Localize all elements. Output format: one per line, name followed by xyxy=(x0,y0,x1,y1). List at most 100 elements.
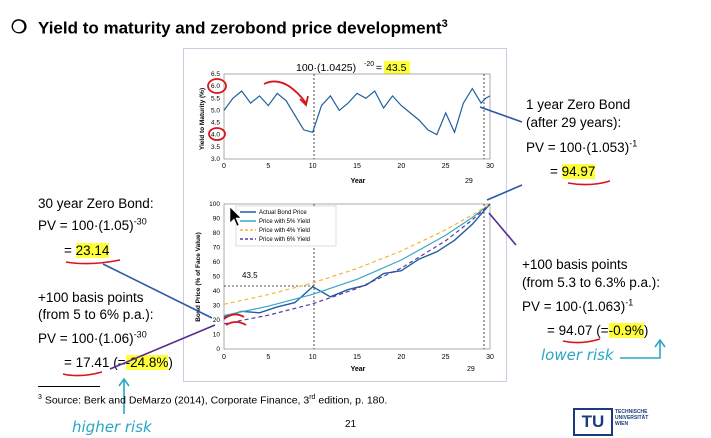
right2-result-open: (= xyxy=(592,323,609,338)
underline-94-07 xyxy=(562,338,601,344)
chart-figure: 100·(1.0425) -20 = 43.5 Yield to Maturit… xyxy=(183,48,507,382)
logo-line-3: WIEN xyxy=(615,421,629,427)
hand-higher-risk: higher risk xyxy=(72,418,152,436)
left2-result-value: 17.41 xyxy=(75,355,110,370)
footnote-sup: rd xyxy=(309,394,316,401)
logo-line-2: UNIVERSITÄT xyxy=(615,415,649,421)
bottom-ytick-8: 80 xyxy=(213,230,221,237)
top-ytick-0: 3.0 xyxy=(211,156,220,163)
bottom-xlabel: Year xyxy=(351,366,366,373)
right2-line2: (from 5.3 to 6.3% p.a.): xyxy=(522,275,661,290)
top-xlabel: Year xyxy=(351,178,366,185)
price-series-3 xyxy=(223,203,491,325)
bottom-ytick-4: 40 xyxy=(213,288,221,295)
price-series-2 xyxy=(223,203,491,305)
tu-logo: TU xyxy=(573,408,613,436)
top-formula-value: 43.5 xyxy=(386,62,407,74)
left2-formula-base: PV = 100·(1.06) xyxy=(38,331,134,346)
left1-result: = 23.14 xyxy=(64,243,110,259)
bottom-ytick-6: 60 xyxy=(213,259,221,266)
bottom-ytick-10: 100 xyxy=(209,201,220,208)
footnote-text: Source: Berk and DeMarzo (2014), Corpora… xyxy=(41,394,310,407)
right1-line1: 1 year Zero Bond xyxy=(526,97,631,112)
left2-result-close: ) xyxy=(168,355,173,370)
top-formula-highlight xyxy=(384,61,410,74)
right1-formula-base: PV = 100·(1.053) xyxy=(526,140,630,155)
left2-result-open: (= xyxy=(109,355,126,370)
bottom-annotation-43-5: 43.5 xyxy=(242,271,258,280)
right1-formula: PV = 100·(1.053)-1 xyxy=(526,139,637,156)
top-plot-frame xyxy=(223,73,491,160)
left2-result-eq: = xyxy=(64,355,76,370)
bottom-ytick-0: 0 xyxy=(216,346,220,353)
top-xtick-2: 10 xyxy=(309,163,317,170)
footnote-number: 3 xyxy=(38,394,42,401)
price-series-0 xyxy=(223,203,491,318)
left2-formula: PV = 100·(1.06)-30 xyxy=(38,329,147,347)
left1-result-value: 23.14 xyxy=(75,243,110,258)
bottom-xtick-6: 30 xyxy=(486,354,494,361)
bottom-ytick-1: 10 xyxy=(213,332,221,339)
top-xtick-6: 30 xyxy=(486,163,494,170)
top-ytick-7: 6.5 xyxy=(211,71,220,78)
bottom-xtick-1: 5 xyxy=(266,354,270,361)
legend-6pct: Price with 6% Yield xyxy=(259,237,310,243)
footnote-rule xyxy=(38,386,100,387)
right1-line2: (after 29 years): xyxy=(526,115,622,130)
bottom-plot-frame xyxy=(223,203,491,350)
yield-chart: 100·(1.0425) -20 = 43.5 Yield to Maturit… xyxy=(199,61,494,185)
hand-lower-risk: lower risk xyxy=(541,346,614,364)
title-text: Yield to maturity and zerobond price dev… xyxy=(38,18,442,38)
top-formula-exp: -20 xyxy=(364,61,374,68)
legend-5pct: Price with 5% Yield xyxy=(259,219,310,225)
left1-formula-base: PV = 100·(1.05) xyxy=(38,218,134,233)
top-marker-label: 29 xyxy=(465,178,473,185)
left1-title: 30 year Zero Bond: xyxy=(38,196,154,211)
right1-result-eq: = xyxy=(550,164,562,179)
top-xtick-0: 0 xyxy=(222,163,226,170)
bottom-ytick-2: 20 xyxy=(213,317,221,324)
right2-result: = 94.07 (=-0.9%) xyxy=(547,323,648,339)
top-xtick-4: 20 xyxy=(397,163,405,170)
legend-4pct: Price with 4% Yield xyxy=(259,228,310,234)
chart-svg: 100·(1.0425) -20 = 43.5 Yield to Maturit… xyxy=(195,61,494,373)
logo-line-1: TECHNISCHE xyxy=(615,409,648,415)
left2-formula-exp: -30 xyxy=(133,329,147,340)
bullet-icon: ❍ xyxy=(11,17,28,37)
right2-formula: PV = 100·(1.063)-1 xyxy=(522,297,634,315)
top-ylabel: Yield to Maturity (%) xyxy=(199,88,206,150)
top-ytick-6: 6.0 xyxy=(211,83,220,90)
bottom-xtick-0: 0 xyxy=(222,354,226,361)
footnote: 3 Source: Berk and DeMarzo (2014), Corpo… xyxy=(38,394,387,407)
right2-formula-base: PV = 100·(1.063) xyxy=(522,299,626,314)
right2-result-close: ) xyxy=(643,323,649,338)
right1-result: = 94.97 xyxy=(550,164,596,180)
bottom-xtick-3: 15 xyxy=(353,354,361,361)
bottom-ytick-5: 50 xyxy=(213,274,221,281)
top-xtick-1: 5 xyxy=(266,163,270,170)
top-formula-base: 100·(1.0425) xyxy=(296,62,356,74)
legend-actual: Actual Bond Price xyxy=(259,210,307,216)
right2-result-eq: = xyxy=(547,323,559,338)
price-chart: Bond Price (% of Face Value) Year 0 10 20 3… xyxy=(195,201,494,373)
page-number: 21 xyxy=(345,419,357,430)
title-footnote-ref: 3 xyxy=(441,18,448,30)
top-ytick-1: 3.5 xyxy=(211,144,220,151)
tu-logo-text: TECHNISCHE UNIVERSITÄT WIEN xyxy=(615,409,648,427)
bottom-ylabel: Bond Price (% of Face Value) xyxy=(195,232,202,322)
underline-94-97 xyxy=(567,180,611,186)
mouse-pointer-icon xyxy=(229,206,242,227)
chart-legend: Actual Bond Price Price with 5% Yield Pr… xyxy=(235,205,337,247)
top-xtick-3: 15 xyxy=(353,163,361,170)
left2-result-pct: -24.8% xyxy=(125,355,169,370)
right2-result-pct: -0.9% xyxy=(608,323,644,338)
left2-result: = 17.41 (=-24.8%) xyxy=(64,355,173,371)
bottom-ytick-9: 90 xyxy=(213,216,221,223)
left1-result-eq: = xyxy=(64,243,76,258)
right2-formula-exp: -1 xyxy=(625,297,634,308)
top-ytick-5: 5.5 xyxy=(211,95,220,102)
top-ytick-3: 4.5 xyxy=(211,120,220,127)
footnote-end: edition, p. 180. xyxy=(315,394,388,407)
bottom-xtick-2: 10 xyxy=(309,354,317,361)
bottom-ytick-3: 30 xyxy=(213,303,221,310)
